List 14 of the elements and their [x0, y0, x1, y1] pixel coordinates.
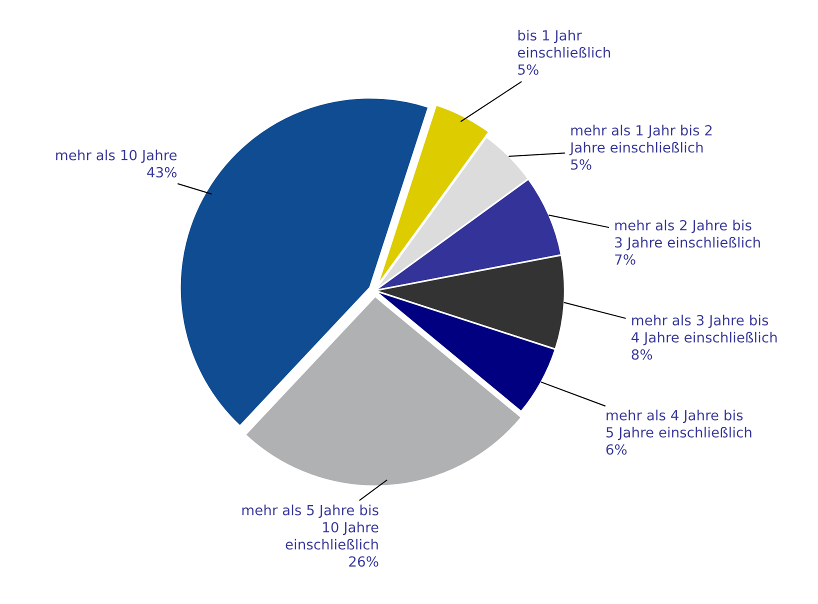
slice-label: mehr als 1 Jahr bis 2 Jahre einschließlich [569, 124, 712, 156]
data-label: 7% [615, 254, 636, 265]
slice-label: bis 1 Jahr einschließlich [518, 30, 610, 58]
data-label: 43% [147, 167, 177, 178]
slice-label: mehr als 2 Jahre bis 3 Jahre einschließlich [615, 220, 760, 250]
data-label: 5% [518, 64, 538, 75]
slice-label: mehr als 3 Jahre bis 4 Jahre einschließlich [631, 314, 777, 346]
slice-label: mehr als 10 Jahre [56, 150, 177, 163]
data-label: 26% [349, 556, 378, 567]
slice-label: mehr als 4 Jahre bis 5 Jahre einschließlich [606, 410, 752, 440]
slice-label: mehr als 5 Jahre bis 10 Jahre einschließlich [242, 504, 378, 550]
data-label: 8% [632, 349, 652, 360]
data-label: 6% [606, 444, 627, 455]
data-label: 5% [571, 159, 592, 170]
